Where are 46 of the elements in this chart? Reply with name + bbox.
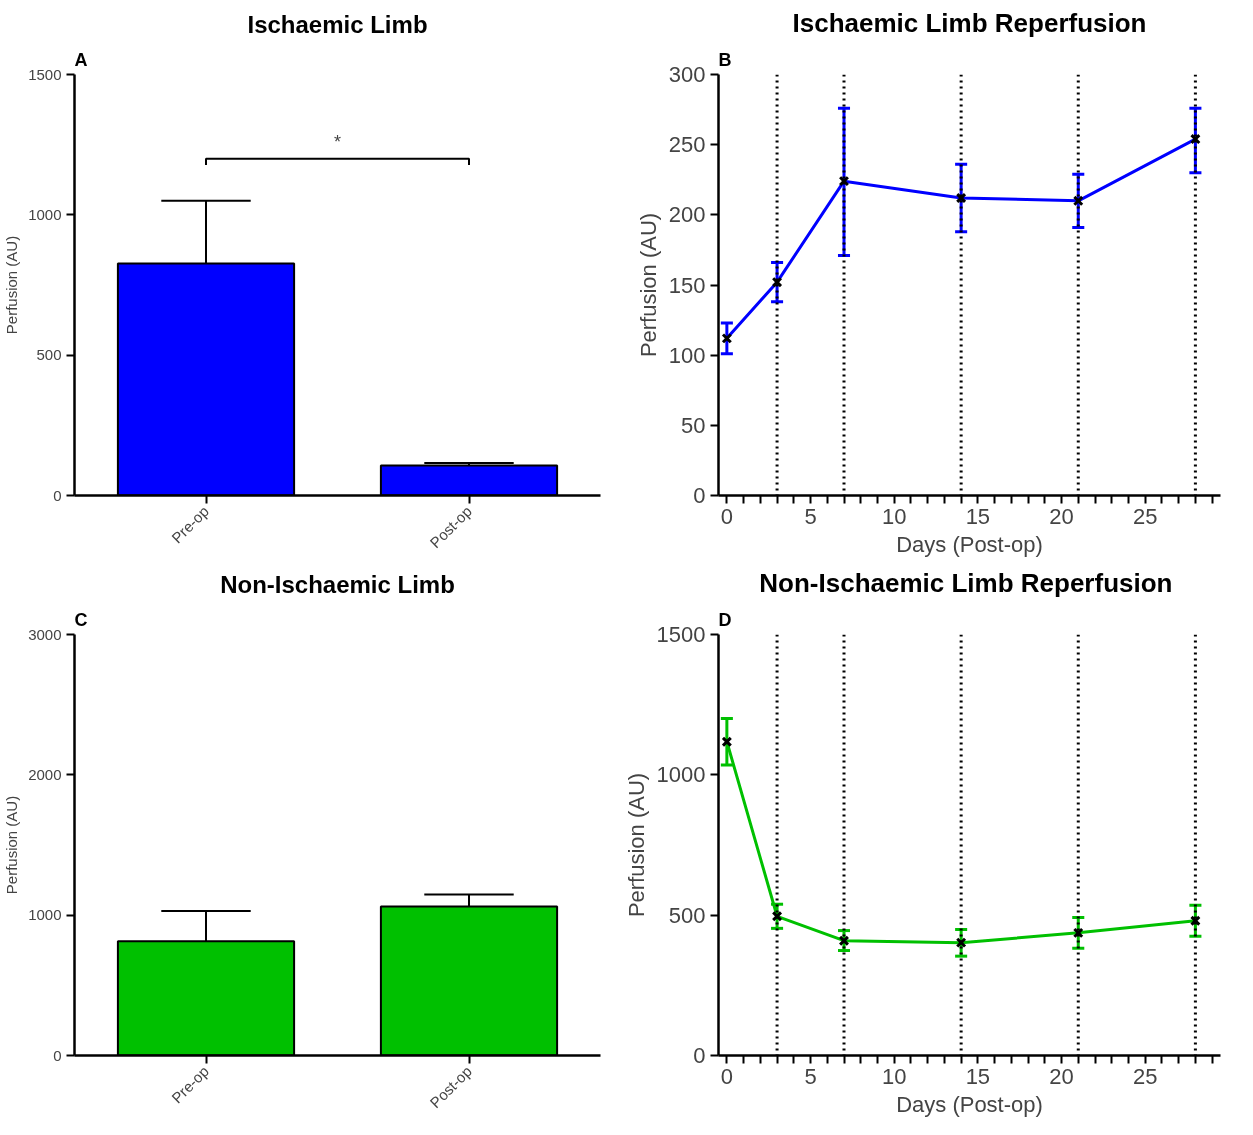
y-tick-label: 1000: [28, 906, 62, 924]
y-axis-title: Perfusion (AU): [3, 235, 21, 335]
x-tick-label: 10: [881, 1063, 907, 1089]
chart-title: Non-Ischaemic Limb: [220, 570, 455, 598]
x-tick-label: 5: [804, 1063, 817, 1089]
text: A: [74, 49, 88, 70]
y-tick-label: 1500: [656, 622, 706, 647]
x-tick-label: 5: [804, 503, 817, 529]
y-axis-title: Perfusion (AU): [623, 772, 649, 918]
y-tick-label: 0: [53, 486, 62, 504]
text: D: [718, 609, 732, 630]
y-tick-label: 3000: [28, 625, 62, 643]
y-tick-label: 2000: [28, 765, 62, 783]
y-tick-label: 200: [668, 202, 706, 228]
y-tick-label: 250: [668, 132, 706, 158]
y-tick-label: 1500: [28, 65, 62, 83]
x-tick-label: 25: [1132, 503, 1158, 529]
y-tick-label: 50: [681, 412, 706, 438]
y-tick-label: 0: [53, 1046, 62, 1064]
x-axis-title: Days (Post-op): [896, 531, 1043, 557]
y-tick-label: 300: [668, 62, 706, 87]
x-axis-title: Days (Post-op): [896, 1091, 1043, 1117]
x-tick-label: 10: [881, 503, 907, 529]
y-tick-label: 150: [668, 272, 706, 298]
x-tick-label: 0: [720, 503, 733, 529]
y-tick-label: 500: [668, 902, 706, 928]
y-tick-label: 500: [36, 346, 62, 364]
y-tick-label: 0: [693, 483, 706, 508]
x-tick-label: 20: [1049, 503, 1074, 529]
x-tick-label: 0: [720, 1063, 733, 1089]
x-tick-label: 15: [965, 1063, 991, 1089]
y-axis-title: Perfusion (AU): [3, 795, 21, 895]
y-tick-label: 0: [693, 1043, 706, 1068]
y-tick-label: 1000: [28, 205, 62, 223]
x-tick-label: 20: [1049, 1063, 1074, 1089]
text: C: [74, 609, 88, 630]
chart-title: Non-Ischaemic Limb Reperfusion: [759, 567, 1173, 598]
y-axis-title: Perfusion (AU): [635, 212, 661, 358]
chart-title: Ischaemic Limb Reperfusion: [792, 7, 1147, 38]
text: B: [718, 49, 732, 70]
chart-title: Ischaemic Limb: [247, 10, 428, 38]
annotation: *: [334, 132, 342, 153]
x-tick-label: 25: [1132, 1063, 1158, 1089]
y-tick-label: 100: [668, 342, 706, 368]
y-tick-label: 1000: [656, 762, 706, 788]
x-tick-label: 15: [965, 503, 991, 529]
